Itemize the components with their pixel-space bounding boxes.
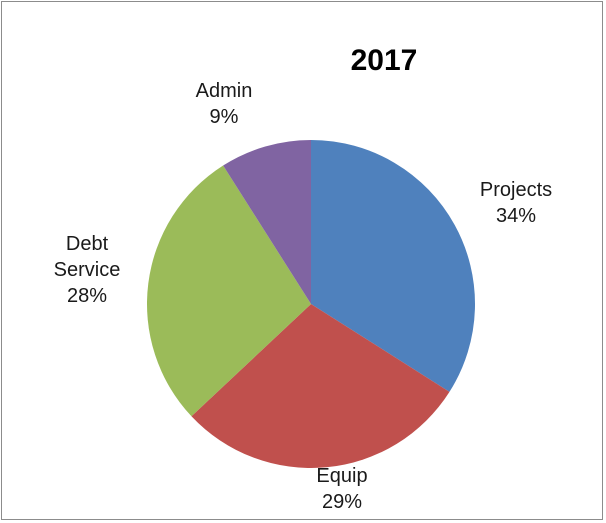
slice-category-label: Debt [66, 233, 109, 255]
slice-label-admin: Admin 9% [196, 80, 253, 128]
slice-label-debt-service: Debt Service 28% [54, 233, 121, 307]
chart-title: 2017 [351, 44, 418, 77]
slice-category-label: Projects [480, 179, 552, 201]
slice-label-equip: Equip 29% [316, 465, 367, 513]
slice-labels: Projects 34% Equip 29% Debt Service 28% Admin 9% [54, 80, 552, 513]
pie-slice-projects [311, 140, 476, 392]
slice-value-label: 9% [210, 106, 239, 128]
slice-value-label: 34% [496, 205, 536, 227]
pie-slice-equip [191, 304, 450, 469]
slice-label-projects: Projects 34% [480, 179, 552, 227]
pie-slice-debt-service [146, 165, 311, 417]
slice-value-label: 29% [322, 491, 362, 513]
slice-category-label: Equip [316, 465, 367, 487]
slice-category-label: Admin [196, 80, 253, 102]
slice-value-label: 28% [67, 285, 107, 307]
pie-slice-admin [223, 140, 311, 304]
slice-category-label: Service [54, 259, 121, 281]
pie-slices [146, 140, 476, 469]
